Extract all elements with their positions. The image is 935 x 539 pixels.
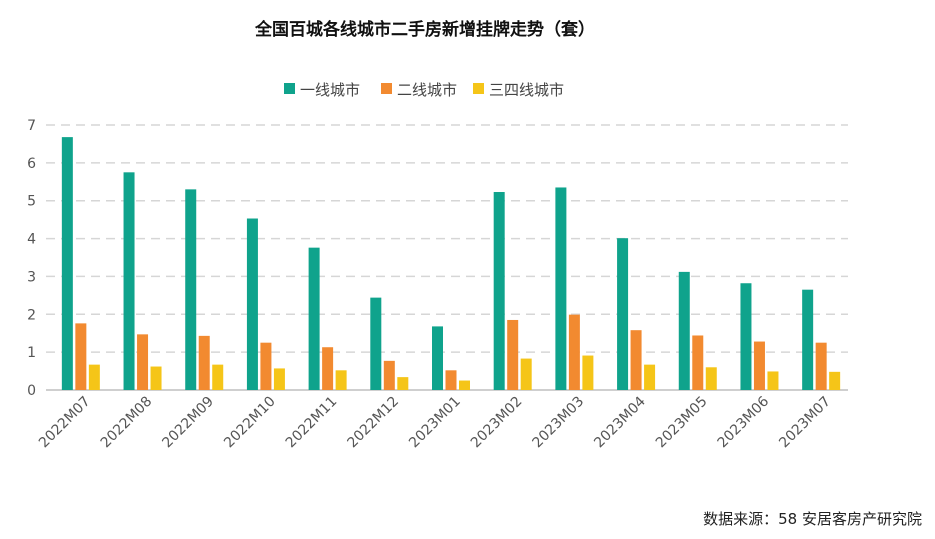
y-tick-label: 6 [27, 156, 36, 172]
legend-swatch [473, 83, 484, 94]
x-tick-label: 2023M07 [776, 394, 834, 452]
bar [692, 335, 704, 390]
bar [582, 355, 594, 390]
bar [493, 192, 505, 390]
bar [829, 371, 841, 390]
legend-swatch [381, 83, 392, 94]
legend-item: 三四线城市 [473, 81, 564, 99]
chart-legend: 一线城市 二线城市 三四线城市 [284, 81, 564, 99]
bar [335, 370, 347, 390]
bar [123, 172, 135, 390]
bar [88, 364, 100, 390]
bar [520, 358, 532, 390]
y-tick-label: 7 [27, 118, 36, 134]
x-tick-label: 2023M04 [591, 393, 649, 451]
bar [308, 247, 320, 390]
x-axis: 2022M07 2022M08 2022M09 2022M10 2022M11 2022M… [36, 393, 834, 451]
bar [767, 371, 779, 390]
bar [802, 289, 814, 390]
bar [212, 364, 224, 390]
chart-gridlines [46, 124, 848, 391]
y-tick-label: 3 [27, 269, 36, 285]
legend-label: 一线城市 [300, 81, 360, 99]
legend-label: 三四线城市 [489, 81, 564, 99]
bar [705, 367, 717, 390]
bar [740, 283, 752, 390]
legend-item: 一线城市 [284, 81, 360, 99]
chart-bars [61, 137, 841, 390]
y-tick-label: 1 [27, 345, 36, 361]
x-tick-label: 2022M07 [36, 394, 94, 452]
bar [507, 319, 519, 390]
y-tick-label: 0 [27, 383, 36, 399]
x-tick-label: 2023M03 [530, 394, 588, 452]
bar [815, 342, 827, 390]
x-tick-label: 2023M05 [653, 394, 711, 452]
bar [753, 341, 765, 390]
x-tick-label: 2023M01 [406, 394, 464, 452]
chart-title: 全国百城各线城市二手房新增挂牌走势（套） [254, 19, 595, 40]
legend-item: 二线城市 [381, 81, 457, 99]
x-tick-label: 2022M12 [344, 394, 402, 452]
x-tick-label: 2022M10 [221, 394, 279, 452]
bar [61, 137, 73, 390]
x-tick-label: 2023M02 [468, 394, 526, 452]
bar [445, 370, 457, 390]
bar [246, 218, 258, 390]
x-tick-label: 2023M06 [715, 393, 773, 451]
bar [459, 380, 470, 390]
y-tick-label: 2 [27, 307, 36, 323]
bar [370, 297, 382, 390]
bar [75, 323, 87, 390]
legend-label: 二线城市 [397, 81, 457, 99]
bar [185, 189, 197, 390]
bar [260, 342, 272, 390]
bar [383, 360, 395, 390]
bar [568, 314, 580, 390]
bar [630, 330, 642, 390]
bar [322, 347, 334, 390]
bar [617, 238, 629, 390]
bar [644, 364, 656, 390]
bar [432, 326, 443, 390]
x-tick-label: 2022M09 [159, 394, 217, 452]
bar [198, 335, 210, 390]
y-axis: 0 1 2 3 4 5 6 7 [27, 118, 36, 399]
y-tick-label: 4 [27, 232, 36, 248]
x-tick-label: 2022M08 [98, 394, 156, 452]
data-source-note: 数据来源：58 安居客房产研究院 [703, 510, 922, 528]
legend-swatch [284, 83, 295, 94]
bar [150, 366, 162, 390]
bar [678, 271, 690, 390]
y-tick-label: 5 [27, 194, 36, 210]
bar [137, 334, 149, 390]
bar [273, 368, 285, 390]
bar [397, 377, 409, 390]
x-tick-label: 2022M11 [283, 394, 341, 452]
bar [555, 187, 567, 390]
